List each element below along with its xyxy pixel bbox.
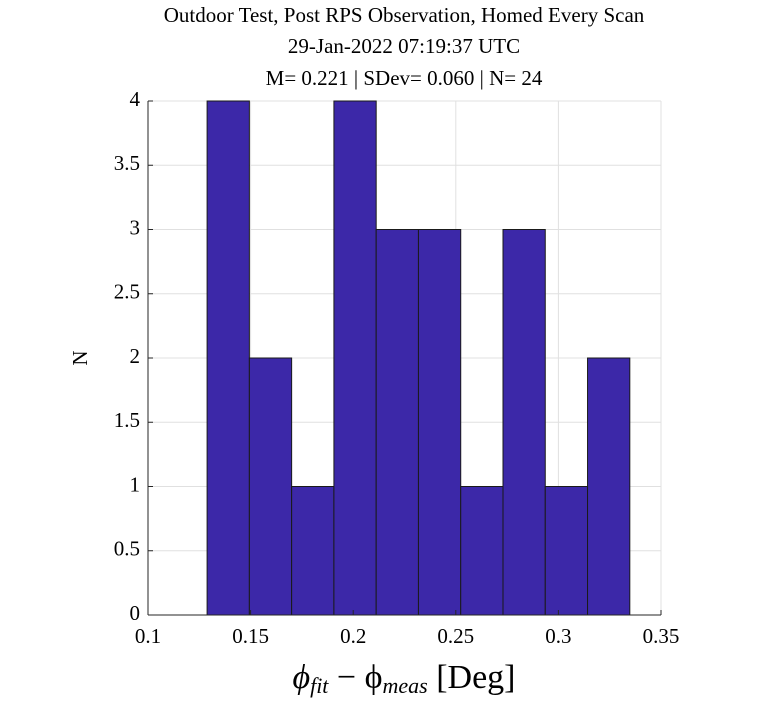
- y-tick-label: 3.5: [114, 151, 140, 175]
- x-tick-label: 0.2: [340, 624, 366, 648]
- bar: [333, 100, 377, 616]
- x-label-part: meas: [383, 673, 428, 698]
- x-axis-label: ϕfit − ϕmeas [Deg]: [292, 659, 515, 698]
- y-tick-label: 1.5: [114, 408, 140, 432]
- bar: [375, 229, 419, 616]
- y-tick-label: 4: [130, 87, 141, 111]
- y-tick-label: 0.5: [114, 537, 140, 561]
- x-label-part: − ϕ: [328, 659, 382, 696]
- chart-title: Outdoor Test, Post RPS Observation, Home…: [164, 3, 645, 27]
- x-tick-label: 0.35: [643, 624, 680, 648]
- y-tick-label: 2: [130, 344, 141, 368]
- y-tick-label: 3: [130, 215, 141, 239]
- bar: [291, 486, 335, 616]
- bar: [460, 486, 504, 616]
- x-label-part: [Deg]: [428, 659, 516, 696]
- chart-stats: M= 0.221 | SDev= 0.060 | N= 24: [266, 66, 543, 90]
- y-axis-label: N: [68, 350, 92, 365]
- bar: [206, 100, 250, 616]
- y-tick-label: 2.5: [114, 280, 140, 304]
- bar: [417, 229, 462, 616]
- x-label-part: ϕ: [292, 659, 310, 696]
- bar: [502, 229, 546, 616]
- y-tick-label: 1: [130, 472, 141, 496]
- x-tick-label: 0.3: [545, 624, 571, 648]
- chart-subtitle: 29-Jan-2022 07:19:37 UTC: [288, 34, 520, 58]
- bar: [587, 357, 631, 616]
- x-label-part: fit: [310, 673, 329, 698]
- bar: [248, 357, 293, 616]
- bar: [544, 486, 589, 616]
- y-tick-label: 0: [130, 601, 141, 625]
- x-tick-label: 0.15: [232, 624, 269, 648]
- x-tick-label: 0.25: [437, 624, 474, 648]
- x-tick-label: 0.1: [135, 624, 161, 648]
